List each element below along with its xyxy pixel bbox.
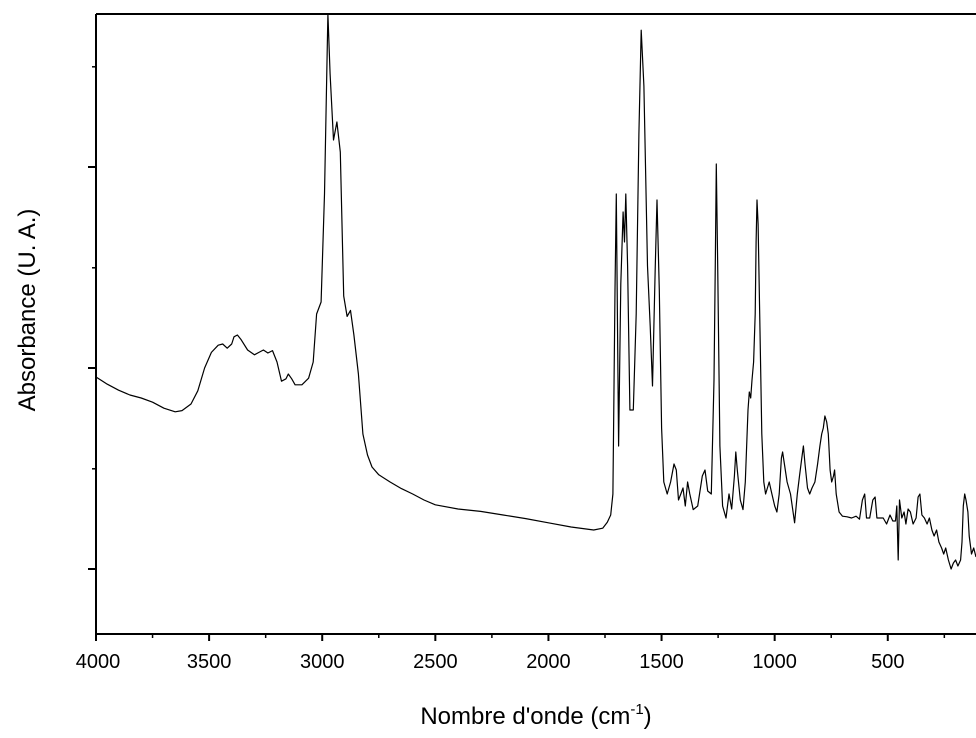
x-axis-title-suffix: )	[644, 703, 652, 730]
x-tick-label-2500: 2500	[413, 651, 458, 673]
x-tick-label-3500: 3500	[187, 651, 232, 673]
y-axis-title: Absorbance (U. A.)	[14, 209, 41, 412]
x-tick-label-1000: 1000	[752, 651, 797, 673]
x-axis-title-main: Nombre d'onde (cm	[420, 703, 630, 730]
y-ticks	[88, 66, 96, 570]
x-axis-title-superscript: -1	[630, 701, 643, 718]
x-tick-label-500: 500	[871, 651, 904, 673]
spectrum-line	[95, 13, 976, 570]
x-axis-title: Nombre d'onde (cm-1)	[420, 701, 651, 730]
x-tick-labels: 4000 3500 3000 2500 2000 1500 1000 500	[76, 651, 905, 673]
x-ticks	[95, 634, 946, 641]
x-tick-label-3000: 3000	[300, 651, 345, 673]
plot-frame	[95, 13, 976, 635]
x-tick-label-1500: 1500	[639, 651, 684, 673]
x-tick-label-4000: 4000	[76, 651, 121, 673]
x-tick-label-2000: 2000	[526, 651, 571, 673]
